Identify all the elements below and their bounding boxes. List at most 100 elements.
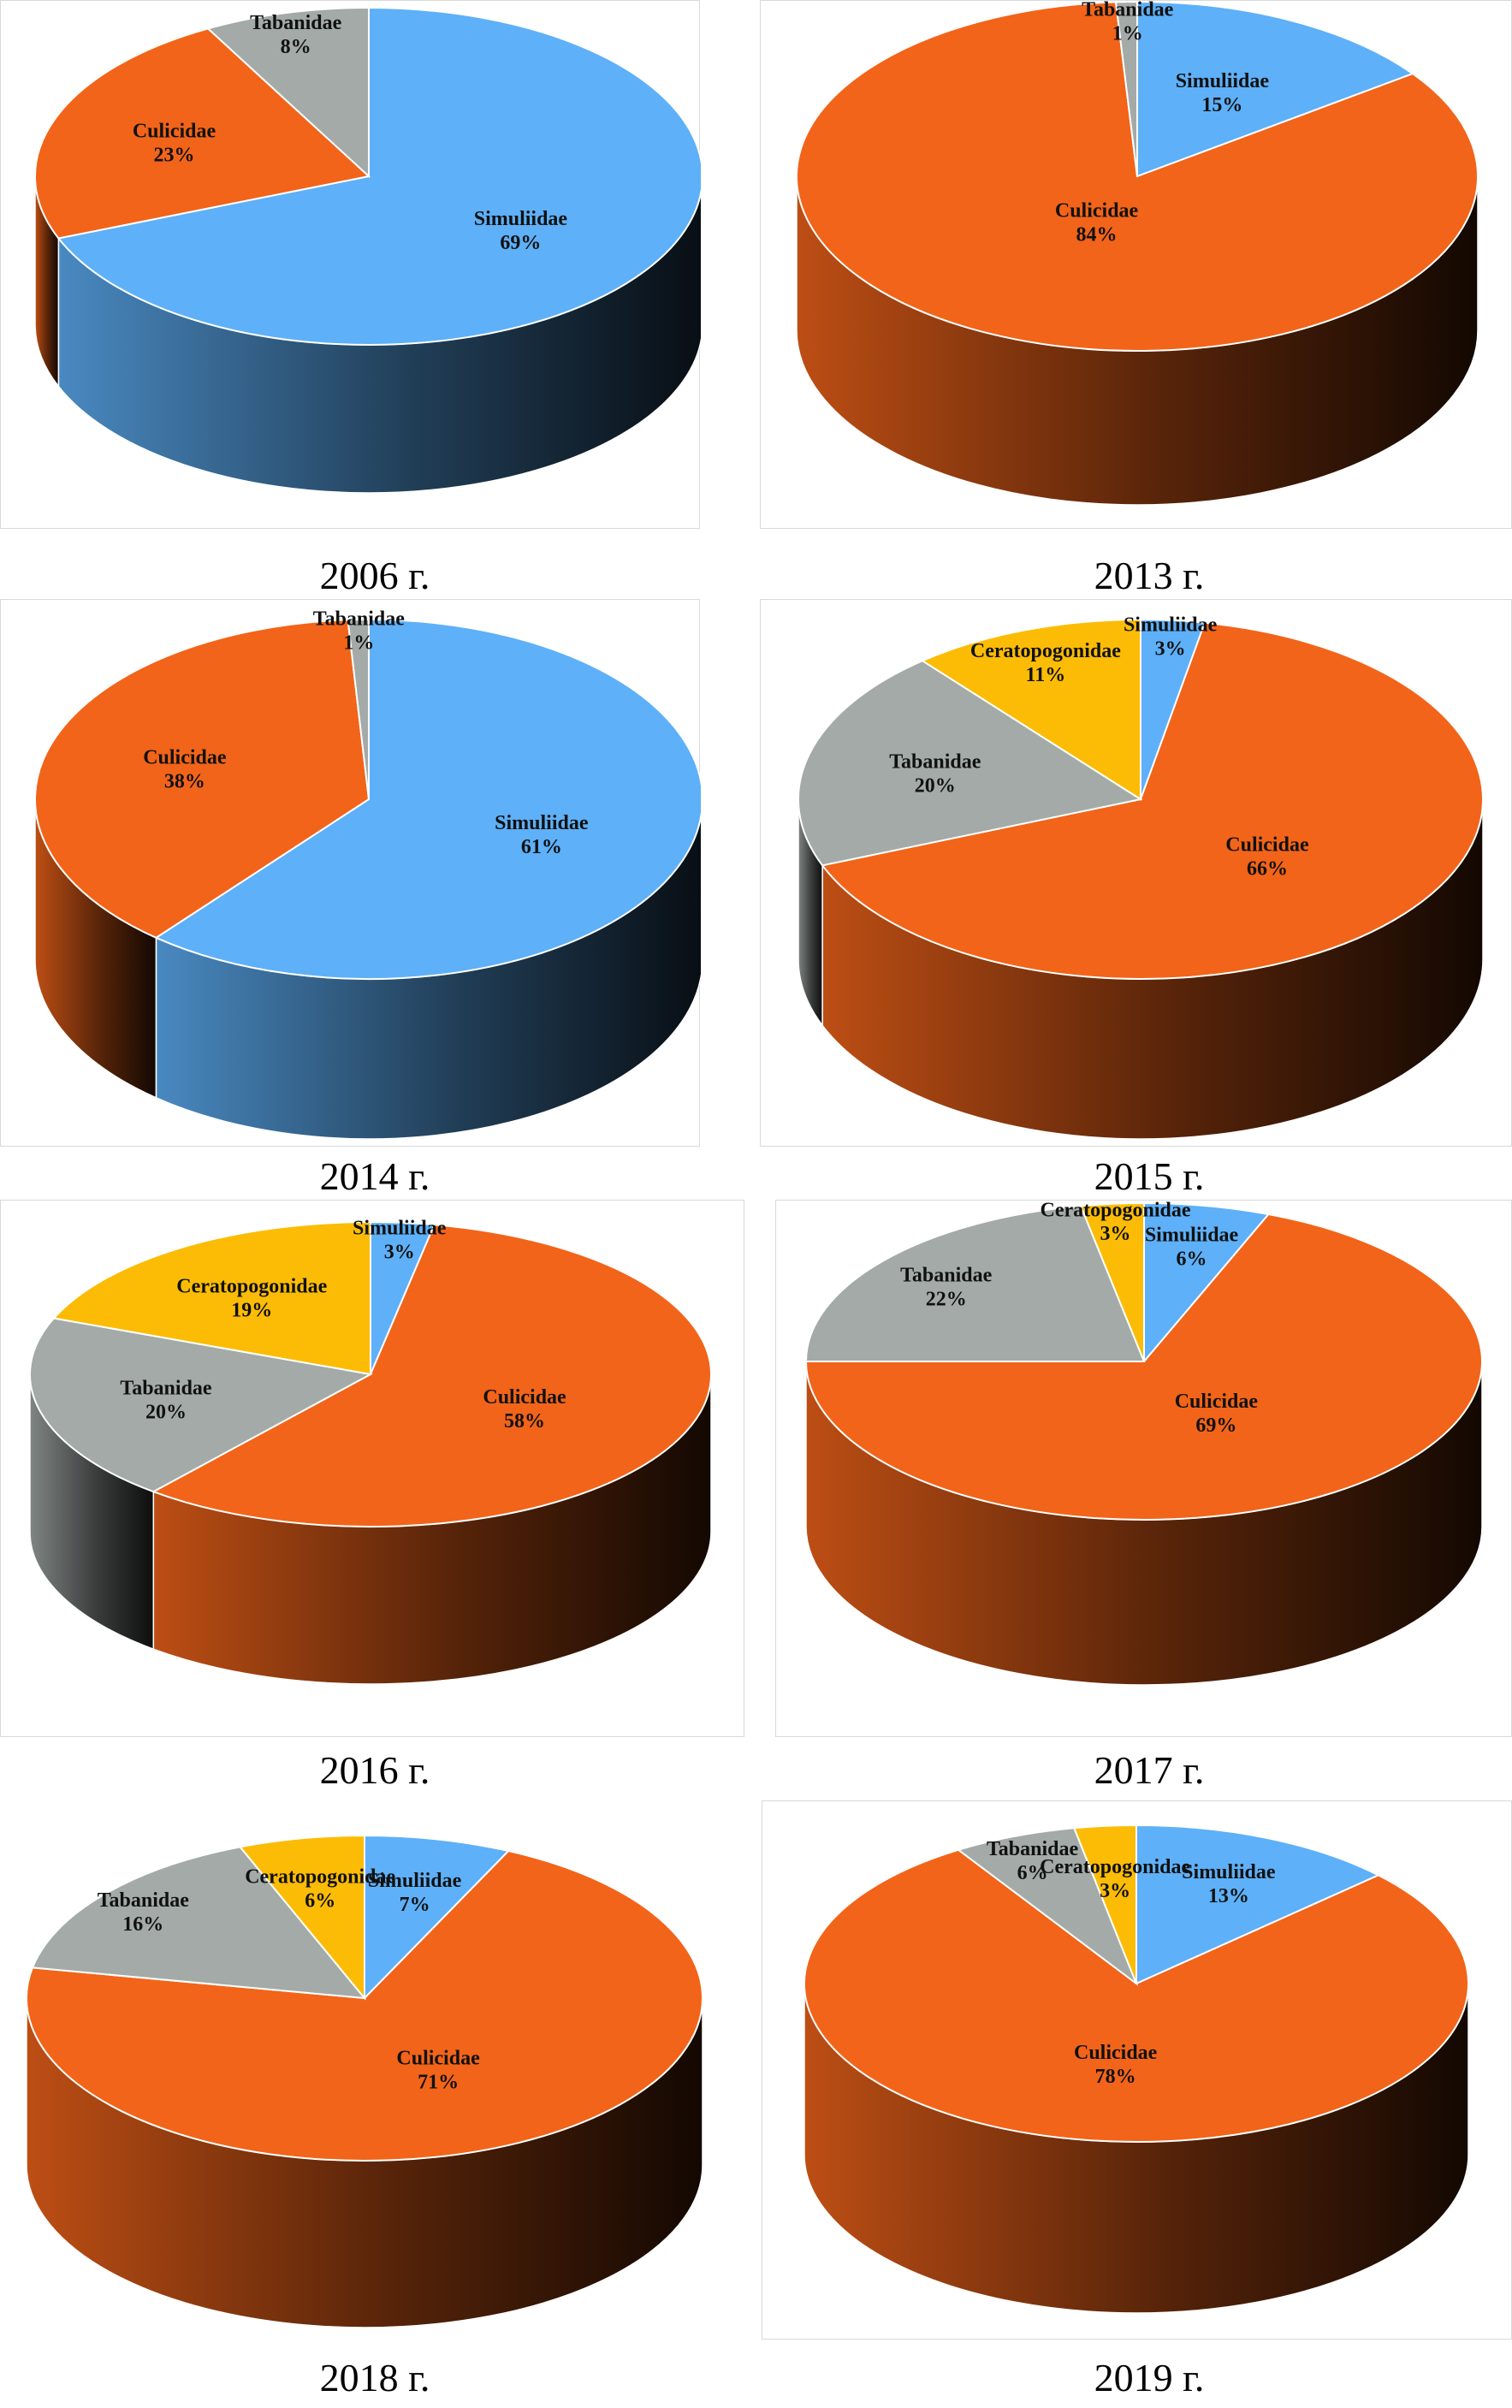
pie-slice-culicidae xyxy=(804,1213,1483,1521)
pie-slice-simuliidae xyxy=(1143,1201,1271,1364)
pie-panel-2017: Simuliidae 6% Culicidae 69% Tabanidae 22% Cera… xyxy=(775,1200,1512,1737)
data-label-name: Culicidae xyxy=(483,1386,566,1409)
pie-slice-simuliidae xyxy=(1136,1,1415,178)
caption-2014: 2014 г. xyxy=(319,1154,430,1198)
data-label-name: Simuliidae xyxy=(495,812,589,834)
pie-slice-tabanidae xyxy=(206,6,370,179)
pie-slice-ceratopogonidae xyxy=(920,618,1141,801)
caption-2017: 2017 г. xyxy=(1094,1748,1205,1792)
data-label-value: 1% xyxy=(1112,22,1143,44)
data-label-name: Tabanidae xyxy=(889,751,981,774)
data-label-value: 84% xyxy=(1076,224,1118,246)
data-label-value: 15% xyxy=(1201,94,1242,116)
data-label-value: 11% xyxy=(1026,664,1066,686)
data-label-value: 66% xyxy=(1247,857,1288,880)
pie-slice-ceratopogonidae xyxy=(238,1834,365,2001)
data-label-value: 3% xyxy=(1100,1880,1130,1902)
pie-panel-2006: Simuliidae 69% Culicidae 23% Tabanidae 8% xyxy=(0,0,701,529)
data-label-name: Ceratopogonidae xyxy=(176,1276,327,1298)
data-label-value: 7% xyxy=(400,1894,430,1916)
data-label-value: 3% xyxy=(1155,638,1186,661)
data-label-value: 16% xyxy=(122,1913,163,1936)
data-label-name: Culicidae xyxy=(133,121,216,143)
data-label-name: Ceratopogonidae xyxy=(970,640,1121,662)
data-label-value: 22% xyxy=(926,1288,967,1310)
pie-panel-2015: Simuliidae 3% Culicidae 66% Tabanidae 20% Cera… xyxy=(760,599,1512,1147)
pie-slice-tabanidae xyxy=(804,1205,1146,1362)
pie-slice-culicidae xyxy=(34,619,371,939)
data-label-name: Culicidae xyxy=(143,746,227,768)
data-label-name: Tabanidae xyxy=(250,12,342,34)
pie-panel-2013: Simuliidae 15% Culicidae 84% Tabanidae 1% xyxy=(760,0,1512,529)
data-label-value: 20% xyxy=(915,775,956,798)
pie-slice-tabanidae xyxy=(1114,1,1138,177)
pie-panel-2018: Simuliidae 7% Culicidae 71% Tabanidae 16% Cera… xyxy=(0,1809,744,2345)
pie-slice-ceratopogonidae xyxy=(52,1220,371,1376)
data-label-value: 23% xyxy=(153,145,194,167)
pie-slice-culicidae xyxy=(803,1848,1469,2143)
data-label-value: 69% xyxy=(1195,1415,1236,1437)
pie-slice-ceratopogonidae xyxy=(1072,1824,1137,1984)
pie-panel-2019: Simuliidae 13% Culicidae 78% Tabanidae 6% Cera… xyxy=(762,1800,1512,2340)
data-label-value: 6% xyxy=(1177,1248,1207,1271)
data-label-value: 20% xyxy=(145,1401,187,1423)
pie-panel-2016: Simuliidae 3% Culicidae 58% Tabanidae 20% Cera… xyxy=(0,1200,744,1737)
data-label-name: Culicidae xyxy=(1074,2042,1158,2064)
pie-slice-culicidae xyxy=(796,1,1479,352)
pie-slice-tabanidae xyxy=(29,1317,373,1493)
data-label-name: Simuliidae xyxy=(1182,1861,1276,1883)
data-label-name: Tabanidae xyxy=(313,608,406,631)
data-label-name: Ceratopogonidae xyxy=(245,1865,395,1888)
pie-slice-tabanidae xyxy=(798,660,1143,867)
data-label-name: Culicidae xyxy=(1225,833,1309,856)
data-label-value: 3% xyxy=(1100,1223,1131,1245)
data-label-name: Culicidae xyxy=(396,2047,480,2069)
data-label-name: Simuliidae xyxy=(1124,614,1218,637)
caption-2016: 2016 г. xyxy=(319,1748,430,1792)
data-label-name: Simuliidae xyxy=(1176,70,1270,92)
caption-2018: 2018 г. xyxy=(319,2356,430,2399)
caption-2015: 2015 г. xyxy=(1094,1154,1205,1198)
data-label-name: Simuliidae xyxy=(1145,1225,1239,1247)
data-label-value: 69% xyxy=(500,232,541,254)
caption-2019: 2019 г. xyxy=(1094,2356,1205,2399)
pie-slice-simuliidae xyxy=(56,6,701,346)
data-label-value: 8% xyxy=(281,36,311,58)
pie-slice-simuliidae xyxy=(364,1834,511,2001)
pie-slice-simuliidae xyxy=(1135,1824,1381,1985)
pie-slice-ceratopogonidae xyxy=(1079,1201,1145,1362)
data-label-name: Simuliidae xyxy=(353,1218,447,1240)
data-label-name: Culicidae xyxy=(1055,200,1139,222)
pie-slice-culicidae xyxy=(821,621,1484,980)
pie-slice-culicidae xyxy=(151,1224,712,1527)
pie-slice-culicidae xyxy=(34,27,371,240)
data-label-name: Simuliidae xyxy=(368,1870,462,1892)
data-label-name: Tabanidae xyxy=(987,1838,1079,1860)
pie-panel-2014: Simuliidae 61% Culicidae 38% Tabanidae 1% xyxy=(0,599,701,1147)
pie-slice-simuliidae xyxy=(154,618,701,980)
data-label-value: 19% xyxy=(231,1300,272,1322)
data-label-name: Culicidae xyxy=(1175,1391,1259,1413)
data-label-name: Ceratopogonidae xyxy=(1040,1856,1190,1878)
caption-2013: 2013 г. xyxy=(1094,554,1205,597)
data-label-value: 61% xyxy=(521,836,562,858)
data-label-value: 3% xyxy=(384,1242,415,1264)
data-label-value: 6% xyxy=(1017,1862,1048,1884)
data-label-name: Tabanidae xyxy=(120,1377,212,1399)
data-label-value: 71% xyxy=(418,2071,459,2093)
data-label-name: Tabanidae xyxy=(900,1264,993,1286)
caption-2006: 2006 г. xyxy=(319,554,430,597)
data-label-value: 6% xyxy=(305,1889,335,1912)
pie-slice-tabanidae xyxy=(956,1827,1139,1986)
pie-slice-culicidae xyxy=(26,1849,703,2162)
data-label-name: Ceratopogonidae xyxy=(1041,1201,1191,1221)
data-label-name: Tabanidae xyxy=(98,1889,190,1912)
